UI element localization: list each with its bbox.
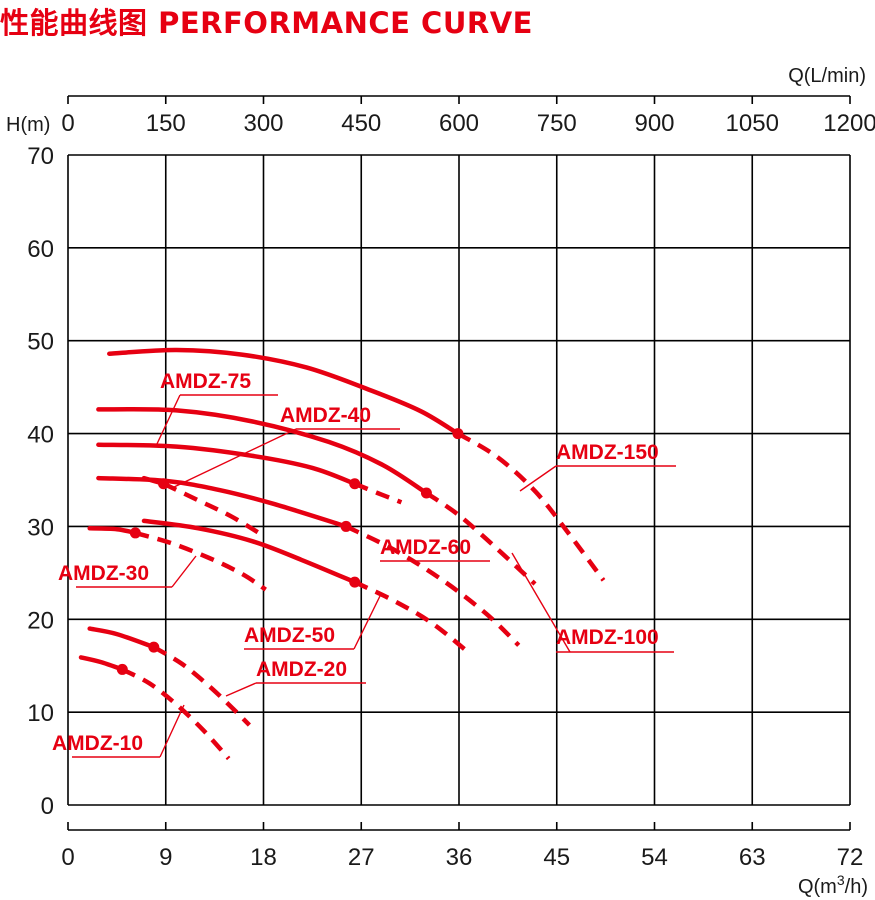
- amdz-30-label: AMDZ-30: [58, 562, 149, 585]
- amdz-40-label: AMDZ-40: [280, 404, 371, 427]
- amdz-100-solid-curve: [96, 406, 429, 496]
- bottom-x-tick-label: 45: [543, 844, 570, 871]
- y-tick-label: 0: [41, 793, 54, 820]
- chart-title: 性能曲线图 PERFORMANCE CURVE: [0, 6, 533, 40]
- top-x-tick-label: 1200: [823, 110, 875, 137]
- amdz-20-label: AMDZ-20: [256, 658, 347, 681]
- bottom-x-tick-label: 36: [446, 844, 473, 871]
- amdz-50-leader-line: [353, 595, 381, 650]
- amdz-75-solid-curve: [96, 442, 357, 486]
- top-x-tick-label: 450: [341, 110, 381, 137]
- top-x-tick-label: 750: [537, 110, 577, 137]
- bottom-x-tick-label: 63: [739, 844, 766, 871]
- bottom-x-tick-label: 27: [348, 844, 375, 871]
- amdz-10-label: AMDZ-10: [52, 732, 143, 755]
- y-axis-label: H(m): [6, 114, 50, 136]
- amdz-60-best-point: [340, 520, 352, 532]
- top-x-tick-label: 1050: [726, 110, 779, 137]
- top-x-tick-label: 900: [634, 110, 674, 137]
- y-tick-label: 10: [27, 700, 54, 727]
- top-x-axis-label: Q(L/min): [788, 65, 866, 87]
- amdz-100-leader-line: [511, 552, 571, 653]
- amdz-60-solid-curve: [96, 475, 349, 529]
- curves: [78, 347, 606, 761]
- amdz-50-best-point: [349, 576, 361, 588]
- amdz-30-dashed-curve: [134, 530, 267, 592]
- amdz-30-best-point: [129, 527, 141, 539]
- amdz-20-leader-line: [225, 682, 257, 697]
- y-tick-label: 20: [27, 607, 54, 634]
- bottom-x-tick-label: 54: [641, 844, 668, 871]
- bottom-x-tick-label: 9: [159, 844, 172, 871]
- amdz-75-leader-line: [155, 394, 181, 447]
- amdz-20-solid-curve: [87, 626, 157, 650]
- grid: [67, 154, 851, 806]
- amdz-100-dashed-curve: [425, 491, 537, 586]
- curve-labels: AMDZ-10 AMDZ-20 AMDZ-30 AMDZ-40 AMDZ-50 AMDZ-…: [52, 370, 676, 758]
- amdz-10-leader-line: [159, 704, 185, 758]
- amdz-50-dashed-curve: [353, 580, 470, 654]
- amdz-40-dashed-curve: [162, 481, 265, 538]
- amdz-10-best-point: [116, 663, 128, 675]
- top-x-tick-label: 300: [243, 110, 283, 137]
- amdz-40-leader-line: [171, 428, 297, 489]
- amdz-100-label: AMDZ-100: [556, 626, 659, 649]
- amdz-30-solid-curve: [87, 526, 138, 536]
- y-tick-label: 40: [27, 422, 54, 449]
- amdz-150-label: AMDZ-150: [556, 441, 659, 464]
- amdz-30-leader-line: [171, 555, 197, 588]
- amdz-150-leader-line: [519, 465, 557, 492]
- amdz-100-best-point: [420, 487, 432, 499]
- bottom-x-tick-label: 18: [250, 844, 277, 871]
- top-x-tick-label: 150: [146, 110, 186, 137]
- amdz-75-best-point: [349, 478, 361, 490]
- y-tick-label: 30: [27, 514, 54, 541]
- amdz-150-dashed-curve: [456, 431, 606, 582]
- amdz-20-dashed-curve: [152, 645, 251, 727]
- amdz-20-best-point: [148, 641, 160, 653]
- amdz-50-solid-curve: [141, 518, 357, 585]
- y-tick-label: 50: [27, 329, 54, 356]
- top-x-tick-label: 0: [61, 110, 74, 137]
- bottom-x-tick-label: 72: [837, 844, 864, 871]
- amdz-150-best-point: [452, 428, 464, 440]
- bottom-x-tick-label: 0: [61, 844, 74, 871]
- amdz-10-solid-curve: [78, 655, 125, 672]
- y-tick-label: 70: [27, 143, 54, 170]
- amdz-60-label: AMDZ-60: [380, 536, 471, 559]
- amdz-50-label: AMDZ-50: [244, 624, 335, 647]
- y-tick-label: 60: [27, 236, 54, 263]
- bottom-x-axis-label: Q(m3/h): [798, 872, 868, 898]
- amdz-150-solid-curve: [107, 347, 461, 436]
- top-x-tick-label: 600: [439, 110, 479, 137]
- amdz-75-label: AMDZ-75: [160, 370, 251, 393]
- amdz-60-dashed-curve: [345, 524, 521, 647]
